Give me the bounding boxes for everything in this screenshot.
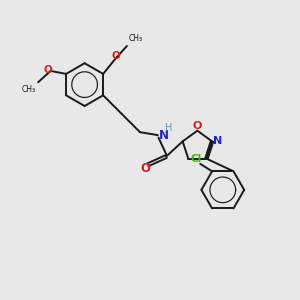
Text: CH₃: CH₃	[128, 34, 142, 43]
Text: N: N	[159, 129, 169, 142]
Text: O: O	[112, 51, 120, 61]
Text: O: O	[43, 65, 52, 75]
Text: Cl: Cl	[190, 154, 201, 164]
Text: CH₃: CH₃	[22, 85, 36, 94]
Text: H: H	[165, 123, 173, 133]
Text: O: O	[140, 162, 150, 175]
Text: N: N	[213, 136, 222, 146]
Text: O: O	[193, 121, 202, 131]
